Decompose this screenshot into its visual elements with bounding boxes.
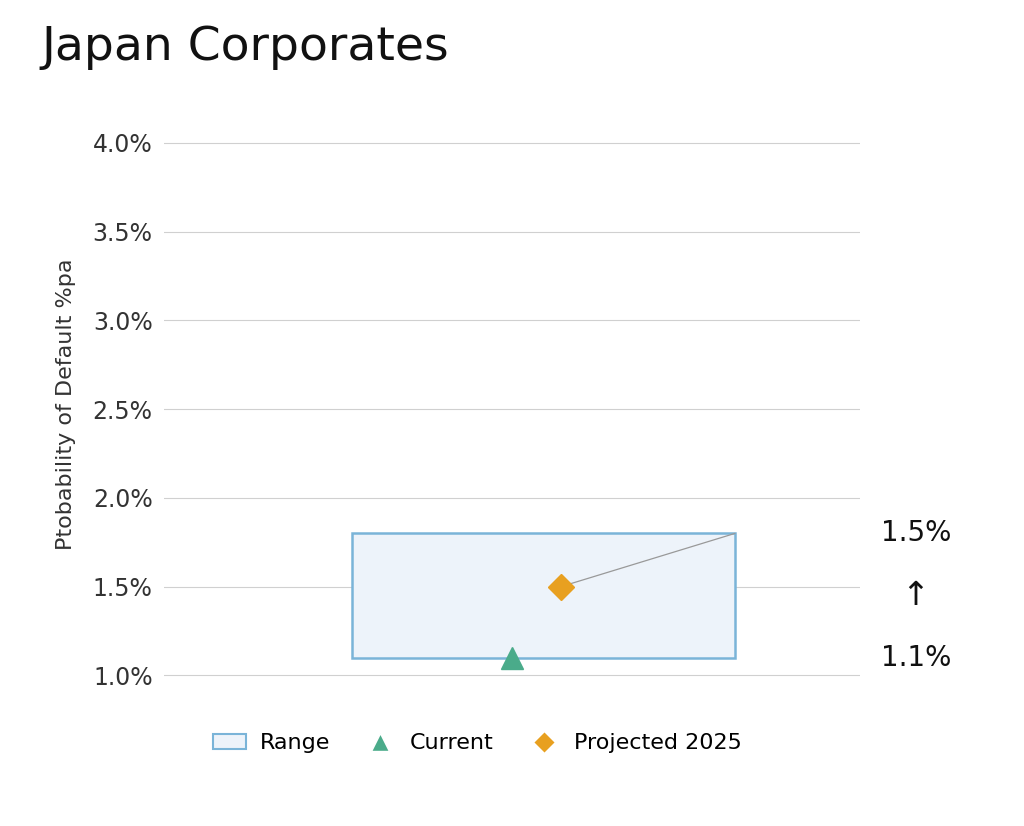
Text: 1.1%: 1.1% — [881, 643, 951, 672]
Y-axis label: Ptobability of Default %pa: Ptobability of Default %pa — [56, 259, 76, 550]
Text: Japan Corporates: Japan Corporates — [41, 25, 449, 69]
Legend: Range, Current, Projected 2025: Range, Current, Projected 2025 — [204, 724, 751, 762]
Bar — [352, 534, 735, 657]
Text: ↑: ↑ — [901, 579, 929, 612]
Text: 1.5%: 1.5% — [881, 520, 951, 548]
